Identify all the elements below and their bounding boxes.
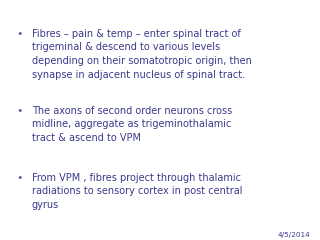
Text: •: • [16,173,22,183]
Text: •: • [16,106,22,116]
Text: 4/5/2014: 4/5/2014 [278,232,310,238]
Text: The axons of second order neurons cross
midline, aggregate as trigeminothalamic
: The axons of second order neurons cross … [32,106,232,143]
Text: From VPM , fibres project through thalamic
radiations to sensory cortex in post : From VPM , fibres project through thalam… [32,173,243,210]
Text: •: • [16,29,22,39]
Text: Fibres – pain & temp – enter spinal tract of
trigeminal & descend to various lev: Fibres – pain & temp – enter spinal trac… [32,29,252,80]
